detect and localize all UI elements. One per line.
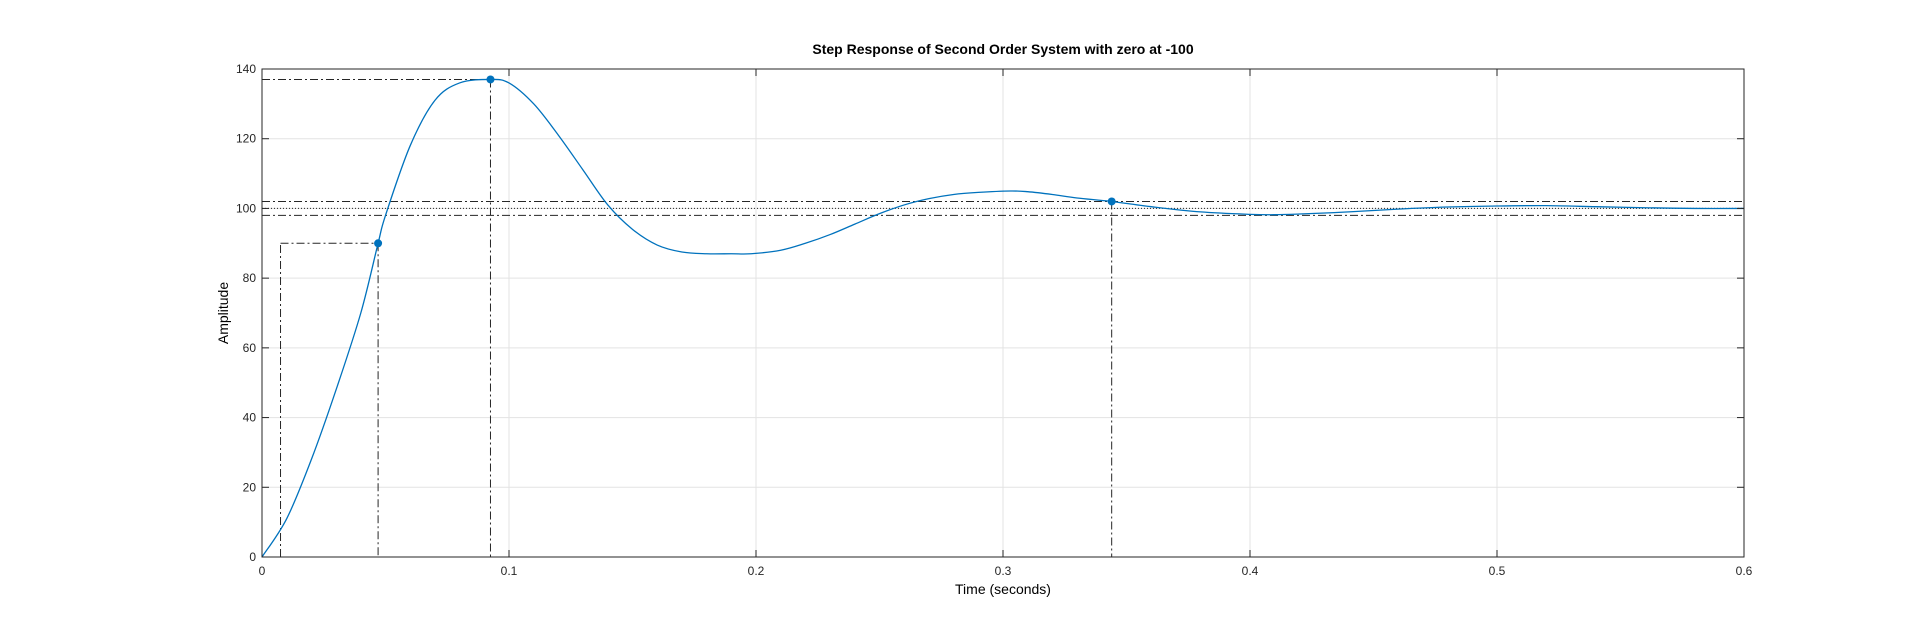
- y-tick-label: 20: [243, 480, 257, 494]
- x-tick-label: 0.1: [501, 564, 518, 578]
- x-tick-label: 0.4: [1242, 564, 1259, 578]
- y-axis-label: Amplitude: [215, 282, 231, 344]
- y-axis-ticks: 0 20 40 60 80 100 120 140: [236, 62, 1744, 564]
- peak-marker: [486, 75, 495, 84]
- x-tick-label: 0.2: [748, 564, 765, 578]
- chart-title: Step Response of Second Order System wit…: [812, 41, 1193, 57]
- y-tick-label: 120: [236, 132, 256, 146]
- x-axis-ticks: 0 0.1 0.2 0.3 0.4 0.5 0.6: [259, 69, 1753, 578]
- y-tick-label: 80: [243, 271, 257, 285]
- characteristic-markers: [374, 75, 1116, 248]
- rise-time-marker: [374, 239, 383, 248]
- y-tick-label: 0: [249, 550, 256, 564]
- characteristic-lines: [262, 78, 1744, 557]
- y-tick-label: 100: [236, 201, 256, 215]
- settling-time-marker: [1107, 197, 1116, 206]
- y-tick-label: 140: [236, 62, 256, 76]
- step-response-line: [261, 78, 1745, 558]
- x-tick-label: 0.3: [995, 564, 1012, 578]
- y-tick-label: 40: [243, 411, 257, 425]
- x-tick-label: 0.6: [1736, 564, 1753, 578]
- x-axis-label: Time (seconds): [955, 581, 1051, 597]
- series-layer: [261, 78, 1745, 558]
- y-tick-label: 60: [243, 341, 257, 355]
- x-tick-label: 0.5: [1489, 564, 1506, 578]
- x-tick-label: 0: [259, 564, 266, 578]
